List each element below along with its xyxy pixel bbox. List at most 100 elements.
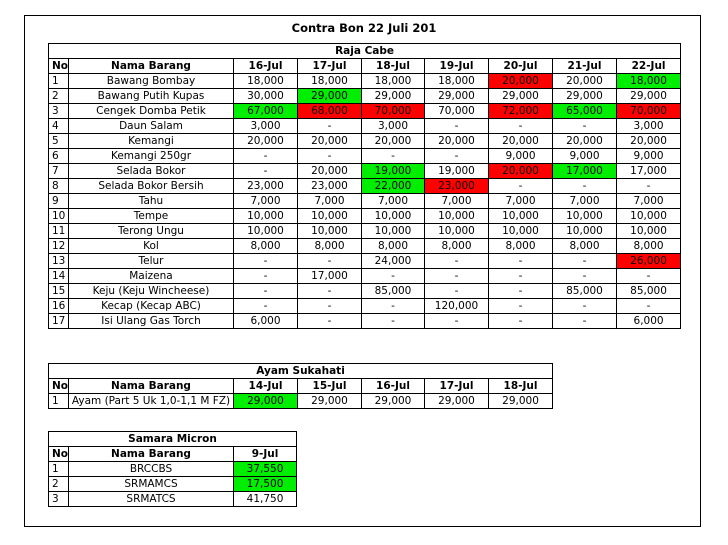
price-cell: - bbox=[233, 298, 298, 314]
item-name: Ayam (Part 5 Uk 1,0-1,1 M FZ) bbox=[68, 393, 234, 409]
table-row: 14 Maizena -17,000- - - - - bbox=[48, 268, 682, 284]
document-frame bbox=[24, 15, 701, 527]
column-header: No bbox=[48, 58, 69, 74]
price-cell: 19,000 bbox=[424, 163, 489, 179]
price-cell: 20,000 bbox=[615, 133, 682, 149]
table-row: 11 Terong Ungu 10,000 10,000 10,000 10,000 10,… bbox=[48, 223, 682, 239]
row-number: 7 bbox=[48, 163, 69, 179]
price-cell: 20,000 bbox=[488, 133, 553, 149]
table-row: 7 Selada Bokor -20,000 19,000 19,000 20,000 17… bbox=[48, 163, 682, 179]
price-cell: 8,000 bbox=[424, 238, 489, 254]
price-cell: - bbox=[424, 313, 489, 329]
price-cell: - bbox=[233, 163, 298, 179]
price-cell: 9,000 bbox=[552, 148, 617, 164]
price-cell: 18,000 bbox=[424, 73, 489, 89]
row-number: 15 bbox=[48, 283, 69, 299]
price-cell: 7,000 bbox=[615, 193, 682, 209]
price-cell: - bbox=[361, 313, 425, 329]
price-cell: 10,000 bbox=[424, 208, 489, 224]
price-cell: 10,000 bbox=[233, 223, 298, 239]
column-header: Nama Barang bbox=[68, 446, 234, 462]
price-cell: 23,000 bbox=[297, 178, 362, 194]
table-row: 1 BRCCBS 37,550 bbox=[48, 461, 298, 477]
price-cell: 17,000 bbox=[615, 163, 682, 179]
price-cell: 8,000 bbox=[297, 238, 362, 254]
row-number: 1 bbox=[48, 393, 69, 409]
item-name: BRCCBS bbox=[68, 461, 234, 477]
row-number: 4 bbox=[48, 118, 69, 134]
price-cell: 6,000 bbox=[233, 313, 298, 329]
price-cell: - bbox=[424, 148, 489, 164]
price-cell: 7,000 bbox=[424, 193, 489, 209]
item-name: Kemangi bbox=[68, 133, 234, 149]
price-cell: 10,000 bbox=[488, 223, 553, 239]
price-cell: 7,000 bbox=[488, 193, 553, 209]
item-name: Telur bbox=[68, 253, 234, 269]
price-cell: 20,000 bbox=[488, 163, 553, 179]
price-cell: 29,000 bbox=[361, 88, 425, 104]
price-cell: 85,000 bbox=[615, 283, 682, 299]
price-cell: 8,000 bbox=[361, 238, 425, 254]
row-number: 1 bbox=[48, 461, 69, 477]
header-row: No Nama Barang 9-Jul bbox=[48, 446, 298, 462]
group-title-row: Ayam Sukahati bbox=[47, 363, 554, 379]
price-cell: - bbox=[233, 283, 298, 299]
price-cell: - bbox=[424, 118, 489, 134]
price-cell: 37,550 bbox=[232, 461, 298, 477]
column-header: 20-Jul bbox=[488, 58, 553, 74]
price-cell: - bbox=[233, 148, 298, 164]
price-cell: 7,000 bbox=[297, 193, 362, 209]
price-cell: 9,000 bbox=[615, 148, 682, 164]
row-number: 6 bbox=[48, 148, 69, 164]
price-cell: - bbox=[297, 313, 362, 329]
price-cell: - bbox=[615, 268, 682, 284]
column-header: No bbox=[48, 446, 69, 462]
column-header: 21-Jul bbox=[552, 58, 617, 74]
item-name: Selada Bokor Bersih bbox=[68, 178, 234, 194]
price-cell: 9,000 bbox=[488, 148, 553, 164]
price-cell: 20,000 bbox=[552, 73, 617, 89]
item-name: Cengek Domba Petik bbox=[68, 103, 234, 119]
price-cell: - bbox=[488, 118, 553, 134]
item-name: Kol bbox=[68, 238, 234, 254]
price-cell: - bbox=[233, 253, 298, 269]
column-header: 15-Jul bbox=[297, 378, 362, 394]
price-cell: 18,000 bbox=[361, 73, 425, 89]
item-name: Daun Salam bbox=[68, 118, 234, 134]
table-row: 15 Keju (Keju Wincheese) - -85,000- -85,000 8… bbox=[48, 283, 682, 299]
column-header: 14-Jul bbox=[233, 378, 298, 394]
item-name: Kecap (Kecap ABC) bbox=[68, 298, 234, 314]
row-number: 1 bbox=[48, 73, 69, 89]
price-cell: 10,000 bbox=[361, 208, 425, 224]
supplier-name: Raja Cabe bbox=[47, 43, 682, 59]
price-cell: 7,000 bbox=[361, 193, 425, 209]
samara-micron-table: Samara Micron No Nama Barang 9-Jul 1 BRCCBS 37… bbox=[47, 431, 298, 507]
price-cell: - bbox=[424, 268, 489, 284]
price-cell: 20,000 bbox=[488, 73, 553, 89]
price-cell: 17,500 bbox=[232, 476, 298, 492]
price-cell: - bbox=[552, 253, 617, 269]
price-cell: - bbox=[552, 298, 617, 314]
item-name: Maizena bbox=[68, 268, 234, 284]
column-header: 22-Jul bbox=[615, 58, 682, 74]
price-cell: - bbox=[297, 298, 362, 314]
price-cell: - bbox=[488, 178, 553, 194]
price-cell: 3,000 bbox=[615, 118, 682, 134]
price-cell: 120,000 bbox=[424, 298, 489, 314]
price-cell: 20,000 bbox=[297, 163, 362, 179]
item-name: Keju (Keju Wincheese) bbox=[68, 283, 234, 299]
price-cell: 8,000 bbox=[552, 238, 617, 254]
price-cell: - bbox=[488, 283, 553, 299]
price-cell: 70,000 bbox=[615, 103, 682, 119]
row-number: 13 bbox=[48, 253, 69, 269]
table-row: 6 Kemangi 250gr - - - -9,000 9,000 9,000 bbox=[48, 148, 682, 164]
item-name: SRMATCS bbox=[68, 491, 234, 507]
price-cell: 7,000 bbox=[233, 193, 298, 209]
price-cell: - bbox=[615, 178, 682, 194]
item-name: Kemangi 250gr bbox=[68, 148, 234, 164]
price-cell: 29,000 bbox=[424, 393, 489, 409]
row-number: 5 bbox=[48, 133, 69, 149]
price-cell: 29,000 bbox=[552, 88, 617, 104]
price-cell: 70,000 bbox=[424, 103, 489, 119]
column-header: 16-Jul bbox=[361, 378, 425, 394]
